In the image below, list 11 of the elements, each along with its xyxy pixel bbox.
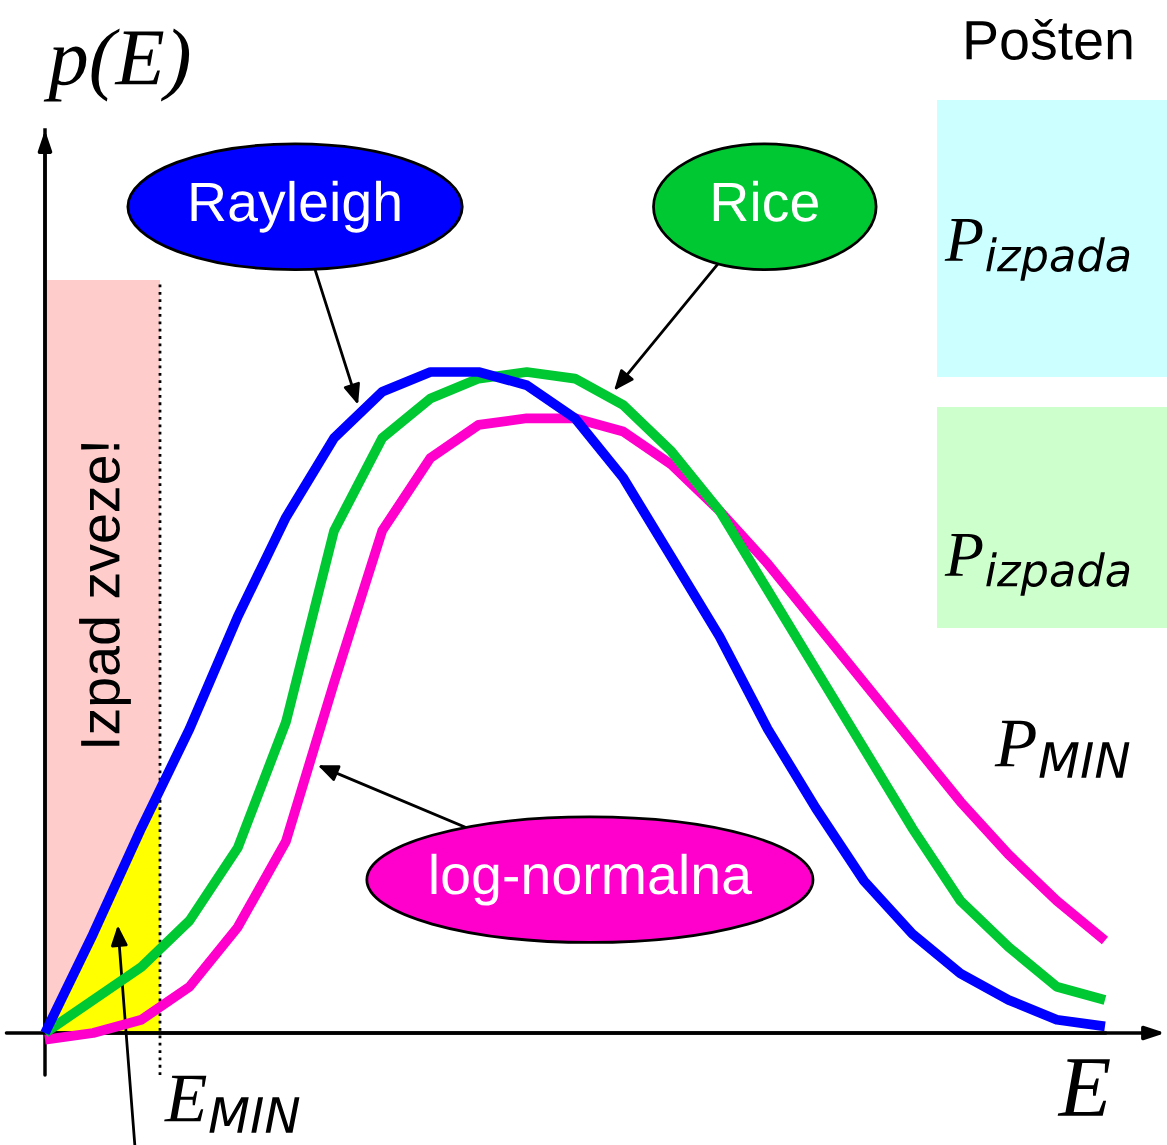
annotation: P$_{izpada}$	[944, 534, 1130, 596]
text: Rice	[713, 180, 818, 222]
annotation: Izpad zveze!	[79, 444, 131, 746]
text: P$_{izpada}$	[944, 219, 1130, 281]
text: Rayleigh	[191, 180, 400, 233]
annotation: P$_{MIN}$	[994, 720, 1130, 778]
y-axis-title: p(E)	[43, 28, 190, 102]
x-axis-title: E	[1057, 1059, 1110, 1116]
text: log-normalna	[431, 853, 753, 906]
text: E$_{MIN}$	[164, 1075, 300, 1133]
text: Pošten	[966, 18, 1132, 60]
